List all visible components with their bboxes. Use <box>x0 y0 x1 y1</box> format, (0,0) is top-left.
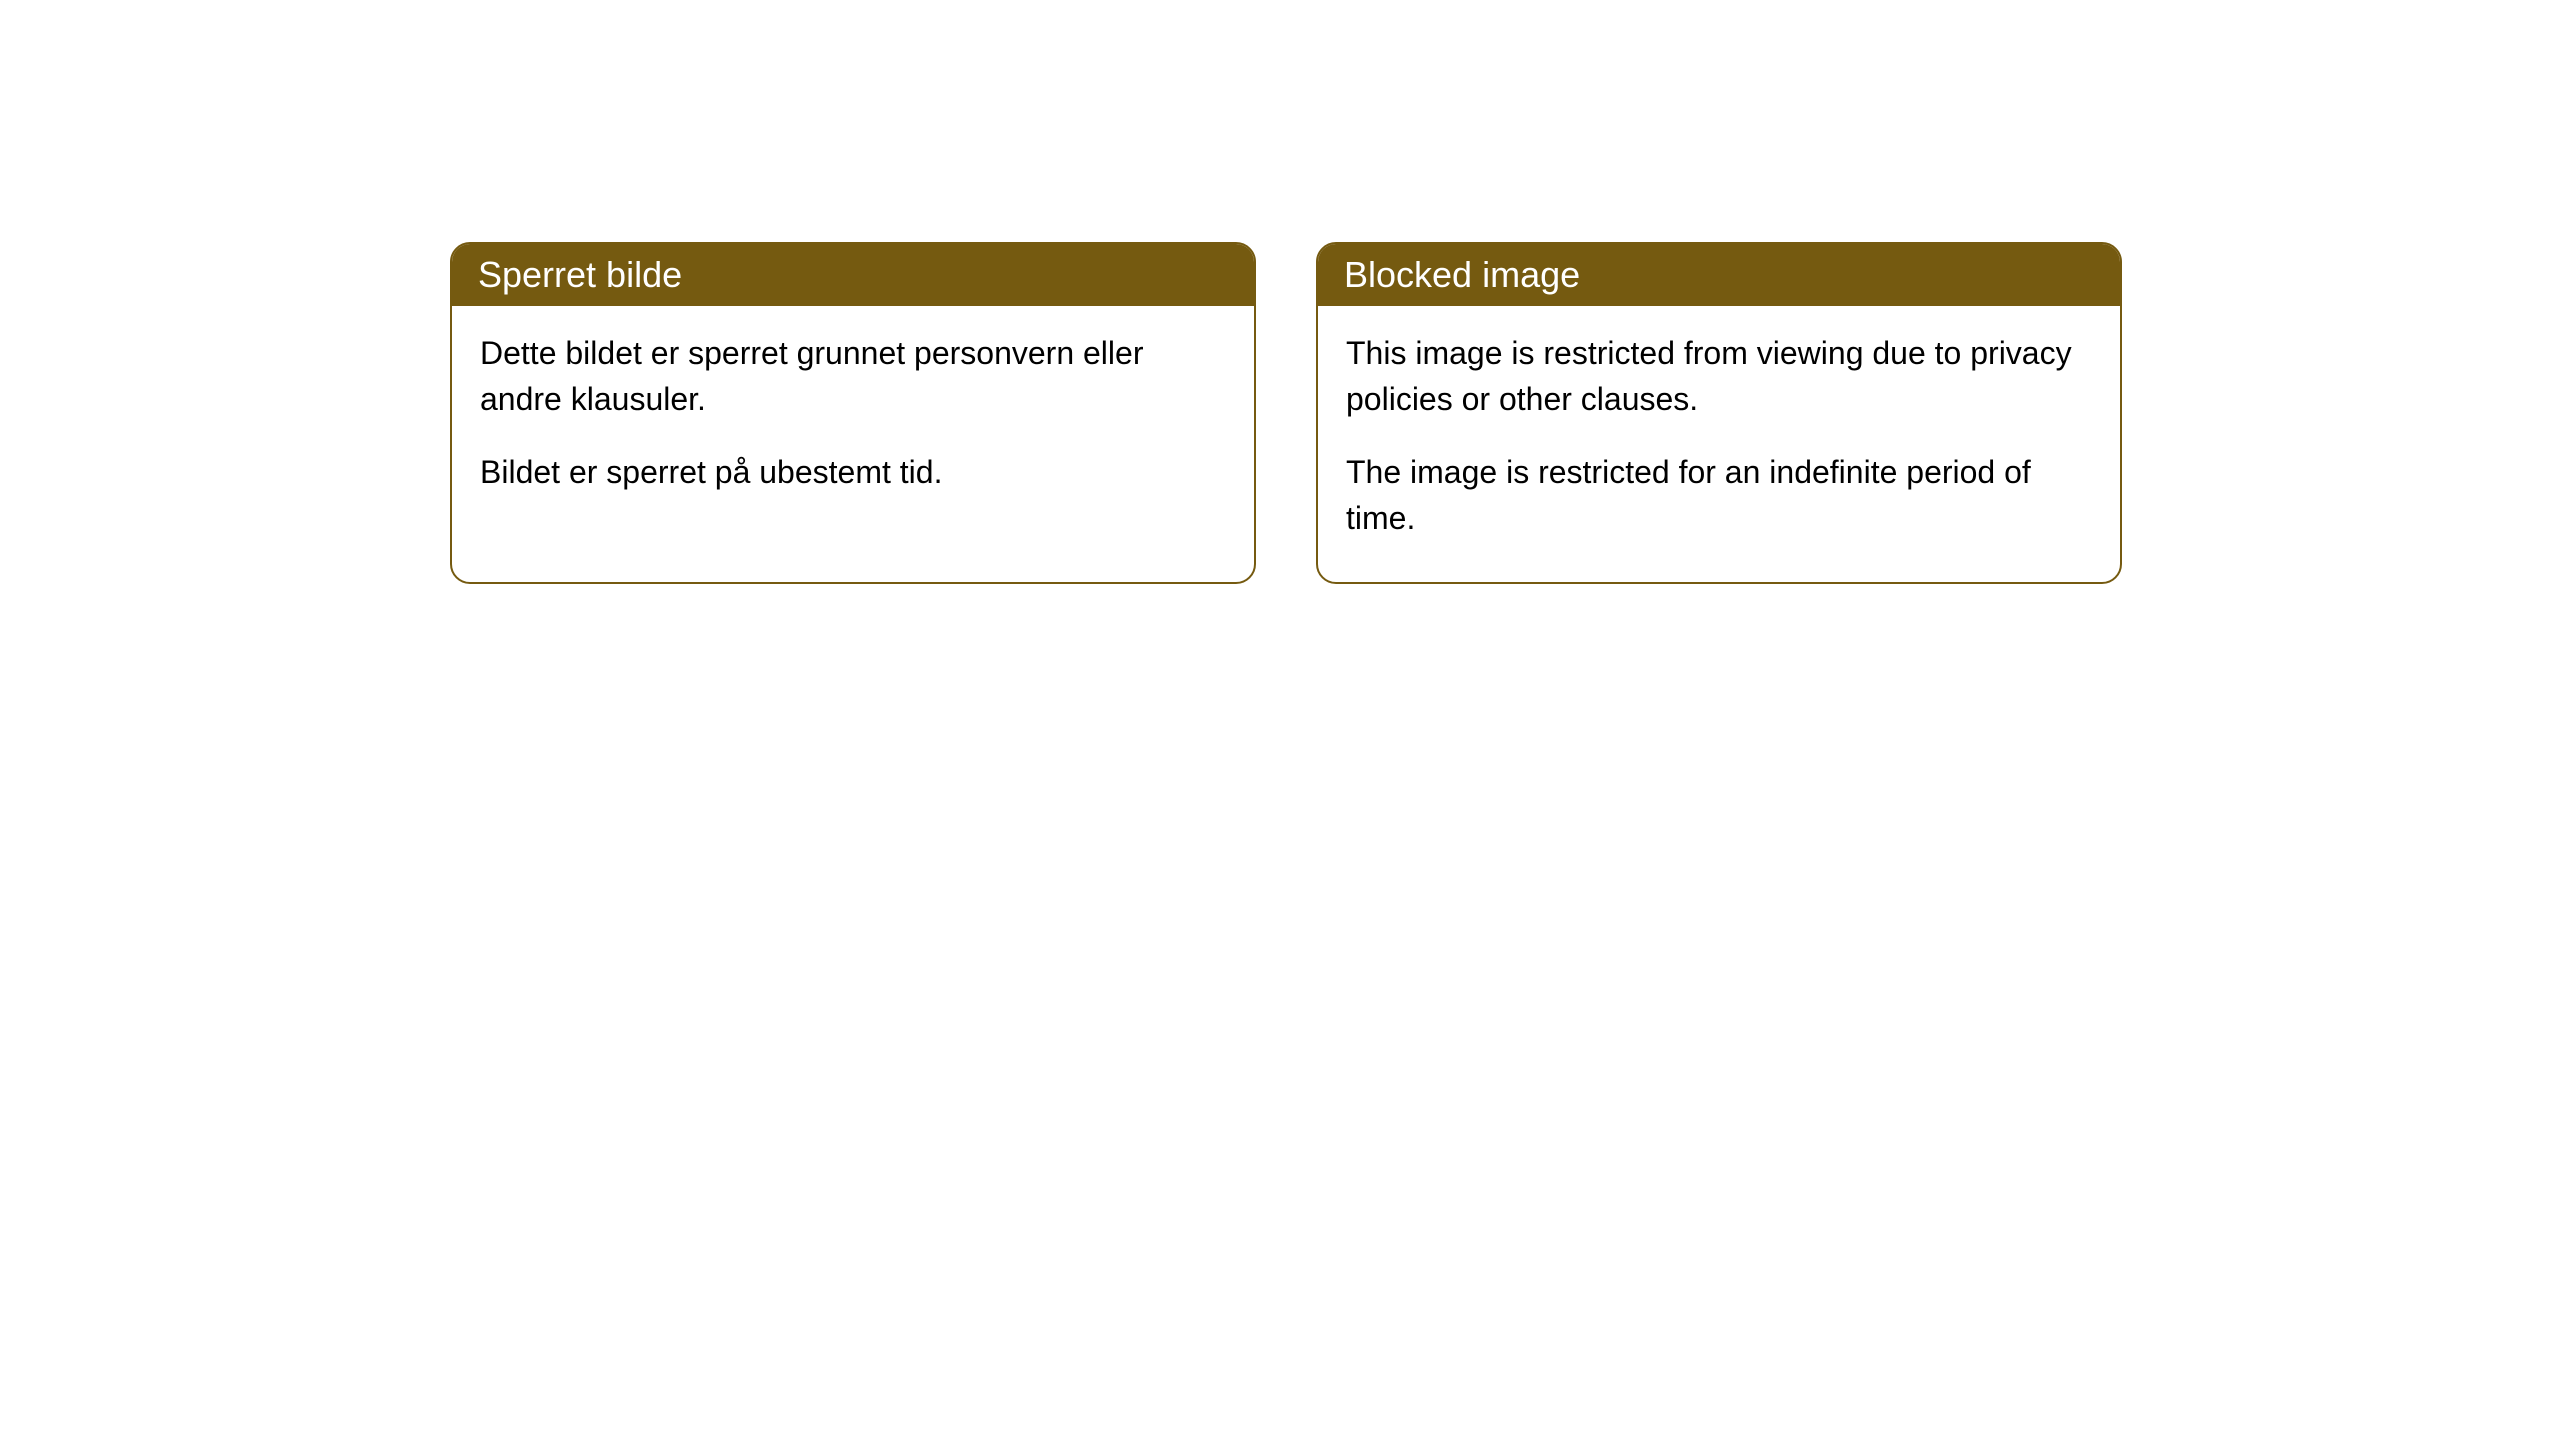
notice-text-norwegian-1: Dette bildet er sperret grunnet personve… <box>480 330 1226 423</box>
card-header-english: Blocked image <box>1318 244 2120 306</box>
card-body-norwegian: Dette bildet er sperret grunnet personve… <box>452 306 1254 535</box>
card-header-norwegian: Sperret bilde <box>452 244 1254 306</box>
notice-text-english-1: This image is restricted from viewing du… <box>1346 330 2092 423</box>
notice-cards-container: Sperret bilde Dette bildet er sperret gr… <box>450 242 2122 584</box>
card-body-english: This image is restricted from viewing du… <box>1318 306 2120 582</box>
notice-text-norwegian-2: Bildet er sperret på ubestemt tid. <box>480 449 1226 495</box>
notice-card-english: Blocked image This image is restricted f… <box>1316 242 2122 584</box>
notice-text-english-2: The image is restricted for an indefinit… <box>1346 449 2092 542</box>
notice-card-norwegian: Sperret bilde Dette bildet er sperret gr… <box>450 242 1256 584</box>
